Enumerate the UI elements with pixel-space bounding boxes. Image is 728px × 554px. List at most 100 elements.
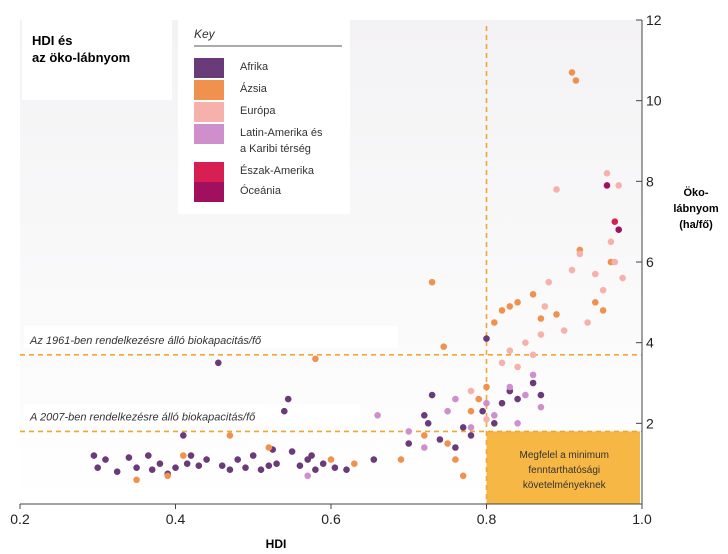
data-point [467,424,475,431]
data-point [90,452,98,459]
data-point [506,347,514,355]
x-tick-label: 0.4 [166,511,186,527]
ref-label-bg-2007 [24,404,360,426]
reference-line-label: A 2007-ben rendelkezésre álló biokapacit… [29,411,256,423]
data-point [133,476,140,484]
data-point [522,339,529,347]
data-point [545,278,552,286]
data-point [491,420,498,427]
data-point [421,412,428,419]
data-point [327,456,335,463]
data-point [145,452,152,459]
data-point [374,412,381,419]
legend-swatch [194,102,224,122]
legend-label: Afrika [240,61,269,73]
y-tick-label: 6 [646,254,654,270]
data-point [560,327,568,334]
data-point [459,472,467,480]
legend-label: a Karibi térség [240,143,311,155]
data-point [156,460,164,468]
data-point [405,428,413,435]
data-point [576,250,584,258]
legend-swatch [194,124,224,144]
data-point [351,460,358,468]
data-point [529,371,537,379]
data-point [603,182,611,189]
data-point [537,315,545,322]
legend-label: Európa [240,105,276,117]
data-point [514,363,521,371]
sustainability-box [486,431,640,504]
data-point [180,432,187,439]
legend-label: Észak-Amerika [240,164,315,177]
data-point [308,452,315,459]
legend-swatch [194,80,224,100]
data-point [428,278,436,286]
data-point [475,395,483,403]
x-tick-label: 1.0 [632,511,652,527]
data-point [234,456,241,463]
data-point [568,266,576,274]
data-point [397,456,405,463]
data-point [483,399,490,407]
reference-line-label: Az 1961-ben rendelkezésre álló biokapaci… [29,335,262,347]
data-point [514,420,521,427]
y-tick-label: 12 [646,12,662,28]
data-point [164,472,171,480]
data-point [187,452,195,459]
data-point [265,444,273,451]
data-point [319,460,327,468]
data-point [148,466,156,474]
data-point [491,319,498,326]
sustainability-label: fenntarthatósági [528,465,600,476]
data-point [483,335,490,342]
data-point [599,286,607,294]
y-tick-label: 2 [646,415,654,431]
data-point [479,407,486,415]
y-axis-label-line-3: (ha/fő) [679,219,713,231]
data-point [529,379,537,387]
title-panel [22,20,172,100]
data-point [467,432,475,439]
data-point [215,359,222,367]
data-point [288,448,296,455]
data-point [603,170,611,177]
data-point [133,464,140,472]
data-point [312,466,319,474]
data-point [331,464,339,472]
y-axis-label: Öko- lábnyom (ha/fő) [673,186,718,231]
x-axis-label: HDI [266,537,287,551]
data-point [218,462,226,470]
data-point [607,238,615,246]
data-point [440,343,448,351]
data-point [195,462,203,470]
data-point [615,182,622,189]
data-point [592,299,599,306]
data-point [537,403,545,411]
data-point [506,303,514,310]
data-point [242,464,249,472]
data-point [498,399,506,407]
data-point [265,462,273,470]
data-point [584,319,591,326]
data-point [483,383,490,391]
data-point [436,436,444,443]
data-point [452,395,459,403]
x-tick-label: 0.2 [10,511,30,527]
data-point [424,420,432,427]
data-point [296,462,304,470]
data-point [572,77,580,84]
data-point [619,274,626,282]
data-point [611,218,619,225]
data-point [183,460,191,468]
data-point [498,307,506,314]
data-point [615,226,622,233]
data-point [94,464,101,472]
data-point [203,456,210,463]
legend-label: Latin-Amerika és [240,127,323,139]
data-point [304,472,312,480]
data-point [421,444,428,451]
x-tick-label: 0.8 [477,511,497,527]
legend-swatch [194,58,224,78]
data-point [537,331,545,338]
